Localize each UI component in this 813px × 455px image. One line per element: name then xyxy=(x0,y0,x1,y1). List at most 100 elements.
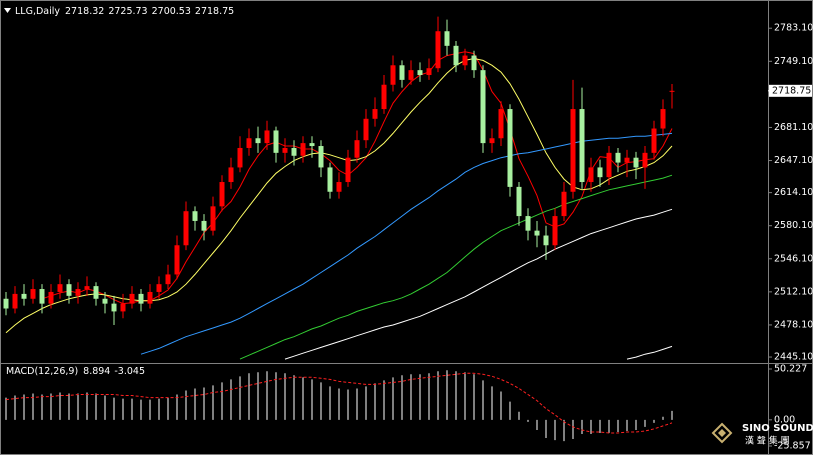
candle-body xyxy=(543,235,549,246)
candle-body xyxy=(642,152,648,168)
ohlc-high: 2725.73 xyxy=(108,6,147,17)
price-header: LLG,Daily 2718.32 2725.73 2700.53 2718.75 xyxy=(15,6,234,17)
candle-body xyxy=(138,293,144,304)
candle-body xyxy=(345,157,351,183)
candle-body xyxy=(120,303,126,312)
candle-body xyxy=(525,216,531,231)
candle-body xyxy=(300,143,306,156)
logo xyxy=(711,422,733,444)
moving-average xyxy=(626,345,673,360)
candle-body xyxy=(111,303,117,312)
signal-line xyxy=(5,372,673,434)
candle-body xyxy=(192,211,198,221)
ohlc-low: 2700.53 xyxy=(152,6,191,17)
last-price-box xyxy=(769,84,812,97)
candle-body xyxy=(480,70,486,144)
candle-body xyxy=(39,289,45,304)
candle-body xyxy=(498,109,504,139)
candle-body xyxy=(570,109,576,192)
logo-core xyxy=(718,429,726,437)
y-tick-label: 2749.10 xyxy=(774,56,813,67)
brand-subtitle: 漢 聲 集 團 xyxy=(745,435,790,447)
candle-body xyxy=(354,140,360,158)
candle-body xyxy=(534,230,540,236)
last-price-label: 2718.75 xyxy=(772,85,811,96)
candle-body xyxy=(165,274,171,285)
candle-body xyxy=(228,167,234,183)
brand: SINO SOUND xyxy=(742,423,813,434)
candle-body xyxy=(624,157,630,163)
candle-body xyxy=(417,70,423,76)
ohlc-open: 2718.32 xyxy=(65,6,104,17)
candle-body xyxy=(174,245,180,275)
candle-body xyxy=(237,147,243,168)
candle-body xyxy=(381,84,387,110)
macd-value: 8.894 xyxy=(83,366,110,377)
candle-body xyxy=(462,55,468,66)
moving-average xyxy=(239,174,673,360)
candle-body xyxy=(210,206,216,231)
candle-body xyxy=(651,128,657,153)
candle-body xyxy=(408,70,414,80)
candle-body xyxy=(552,216,558,246)
macd-panel: 50.227 0.00 -25.857 xyxy=(5,364,811,452)
candle-body xyxy=(3,298,9,309)
y-tick-label: 0.00 xyxy=(774,414,795,425)
candle-body xyxy=(390,65,396,85)
y-tick-label: 2681.10 xyxy=(774,122,813,133)
candle-body xyxy=(444,31,450,46)
candle-body xyxy=(516,186,522,217)
candle-body xyxy=(57,284,63,292)
candle-body xyxy=(48,291,54,304)
candle-body xyxy=(336,182,342,192)
candle-body xyxy=(201,220,207,231)
candle-body xyxy=(219,182,225,207)
y-tick-label: 2478.10 xyxy=(774,319,813,330)
y-tick-label: 2783.10 xyxy=(774,23,813,34)
candle-body xyxy=(435,31,441,69)
y-tick-label: -25.857 xyxy=(774,441,811,452)
candle-body xyxy=(30,289,36,299)
watermark: SINO SOUND 漢 聲 集 團 xyxy=(711,422,813,447)
y-tick-label: 50.227 xyxy=(774,364,807,375)
candle-body xyxy=(372,109,378,119)
candle-body xyxy=(291,147,297,156)
y-tick-label: 2445.10 xyxy=(774,352,813,363)
signal-value: -3.045 xyxy=(114,366,145,377)
candle-body xyxy=(327,167,333,192)
candle-body xyxy=(606,152,612,178)
candle-body xyxy=(147,291,153,304)
candle-body xyxy=(489,138,495,144)
candle-body xyxy=(507,109,513,187)
moving-average xyxy=(5,57,673,334)
macd-title: MACD(12,26,9) xyxy=(6,366,78,377)
candle-body xyxy=(183,211,189,246)
y-tick-label: 2512.10 xyxy=(774,286,813,297)
candle-body xyxy=(21,293,27,299)
y-tick-label: 2614.10 xyxy=(774,187,813,198)
candle-body xyxy=(282,147,288,153)
ohlc-close: 2718.75 xyxy=(195,6,234,17)
candle-body xyxy=(75,289,81,296)
candle-body xyxy=(660,109,666,129)
y-tick-label: 2580.10 xyxy=(774,220,813,231)
candle-body xyxy=(102,298,108,304)
candle-body xyxy=(156,284,162,292)
candle-body xyxy=(309,143,315,147)
candle-body xyxy=(615,152,621,163)
candle-body xyxy=(273,130,279,153)
candle-body xyxy=(84,286,90,290)
candle-body xyxy=(129,293,135,304)
candle-body xyxy=(66,284,72,296)
symbol: LLG,Daily xyxy=(15,6,60,17)
y-tick-label: 2546.10 xyxy=(774,253,813,264)
candle-body xyxy=(597,167,603,178)
macd-header: MACD(12,26,9) 8.894 -3.045 xyxy=(6,366,145,377)
candle-body xyxy=(561,191,567,217)
candle-body xyxy=(453,45,459,66)
candle-body xyxy=(12,293,18,309)
candle-body xyxy=(264,130,270,144)
